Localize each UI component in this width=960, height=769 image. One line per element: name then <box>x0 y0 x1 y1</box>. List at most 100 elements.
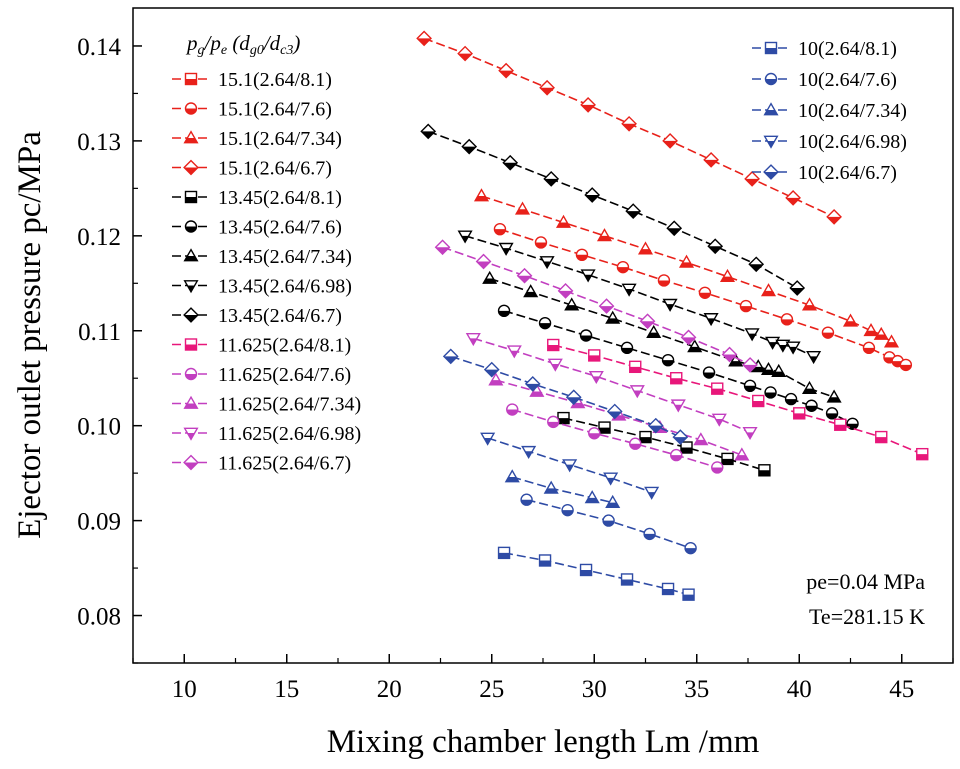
series-line <box>427 130 798 289</box>
data-point <box>602 514 615 527</box>
legend-marker <box>184 72 198 86</box>
legend-marker <box>183 454 199 471</box>
data-point <box>637 241 654 255</box>
legend-label: 13.45(2.64/7.6) <box>218 217 342 239</box>
condition-te: Te=281.15 K <box>809 604 925 629</box>
data-point <box>629 385 645 399</box>
data-point <box>504 469 520 483</box>
data-point <box>482 270 498 284</box>
legend-label: 10(2.64/6.98) <box>798 131 907 153</box>
data-point <box>793 407 806 420</box>
data-point <box>603 472 619 486</box>
legend-item: 10(2.64/6.7) <box>752 162 897 184</box>
x-tick-label: 10 <box>172 676 197 703</box>
data-point <box>643 527 656 541</box>
x-tick-label: 45 <box>889 676 914 703</box>
data-point <box>707 238 724 255</box>
data-point <box>883 334 900 348</box>
legend-item: 13.45(2.64/7.6) <box>172 217 342 239</box>
data-point <box>539 256 555 270</box>
data-point <box>702 366 716 379</box>
data-point <box>473 188 490 202</box>
data-point <box>785 341 801 355</box>
legend-item: 11.625(2.64/8.1) <box>172 335 351 357</box>
legend-label: 15.1(2.64/6.7) <box>218 158 332 180</box>
data-point <box>875 430 888 444</box>
legend-marker <box>183 307 199 323</box>
data-point <box>416 30 432 47</box>
legend-marker <box>764 72 778 86</box>
x-axis-title: Mixing chamber length Lm /mm <box>327 724 760 760</box>
series-5 <box>497 304 859 430</box>
y-tick-label: 0.12 <box>77 224 121 251</box>
data-point <box>520 493 533 506</box>
legend-label: 11.625(2.64/7.34) <box>218 394 361 416</box>
data-point <box>584 490 600 504</box>
data-point <box>555 214 572 228</box>
legend-item: 13.45(2.64/6.7) <box>172 305 342 327</box>
data-point <box>693 432 709 446</box>
legend-label: 13.45(2.64/8.1) <box>218 187 342 209</box>
legend-label: 13.45(2.64/7.34) <box>218 246 352 268</box>
data-point <box>826 389 842 403</box>
series-4 <box>557 411 771 477</box>
data-point <box>483 361 500 378</box>
data-point <box>670 448 683 462</box>
data-point <box>598 421 611 434</box>
x-tick-label: 25 <box>479 676 504 703</box>
x-tick-label: 40 <box>787 676 812 703</box>
data-point <box>493 222 507 236</box>
data-point <box>639 430 652 444</box>
series-3 <box>416 30 842 225</box>
legend-marker <box>763 135 779 149</box>
y-axis-title: Ejector outlet pressure pc/MPa <box>12 131 48 539</box>
series-16 <box>504 469 621 508</box>
data-point <box>543 171 560 187</box>
legend-title: pg/pe (dg0/dc3) <box>185 31 300 58</box>
data-point <box>564 297 580 311</box>
legend-label: 10(2.64/7.6) <box>798 69 897 91</box>
data-point <box>465 332 481 347</box>
data-point <box>748 256 765 273</box>
series-line <box>553 344 923 455</box>
data-point <box>916 447 929 461</box>
data-point <box>647 417 664 434</box>
data-point <box>588 427 601 440</box>
data-point <box>785 189 801 206</box>
data-point <box>598 298 615 314</box>
data-point <box>670 372 683 385</box>
data-point <box>711 382 724 395</box>
data-point <box>780 313 794 326</box>
data-point <box>596 228 613 242</box>
data-point <box>682 588 695 601</box>
data-point <box>524 376 541 392</box>
legend-marker <box>184 190 198 204</box>
data-point <box>543 480 559 494</box>
data-point <box>711 461 724 474</box>
data-point <box>678 254 695 268</box>
data-point <box>899 358 913 372</box>
y-tick-label: 0.08 <box>77 604 121 631</box>
data-point <box>538 554 552 567</box>
data-point <box>775 339 791 353</box>
series-line <box>512 476 613 504</box>
data-point <box>661 353 675 367</box>
data-point <box>666 220 683 237</box>
data-point <box>579 563 593 577</box>
data-point <box>497 304 511 318</box>
legend-marker <box>763 102 779 116</box>
data-point <box>538 316 552 330</box>
data-point <box>625 203 642 220</box>
data-point <box>644 486 660 500</box>
legend-marker <box>183 395 199 409</box>
legend-label: 13.45(2.64/6.98) <box>218 276 352 298</box>
legend-label: 10(2.64/6.7) <box>798 162 897 184</box>
legend-item: 10(2.64/8.1) <box>752 38 897 60</box>
data-point <box>497 546 511 560</box>
legend-marker <box>184 338 198 351</box>
data-point <box>873 326 889 340</box>
data-point <box>846 417 859 430</box>
data-point <box>620 573 634 586</box>
y-tick-label: 0.14 <box>77 34 121 61</box>
data-point <box>621 115 637 132</box>
